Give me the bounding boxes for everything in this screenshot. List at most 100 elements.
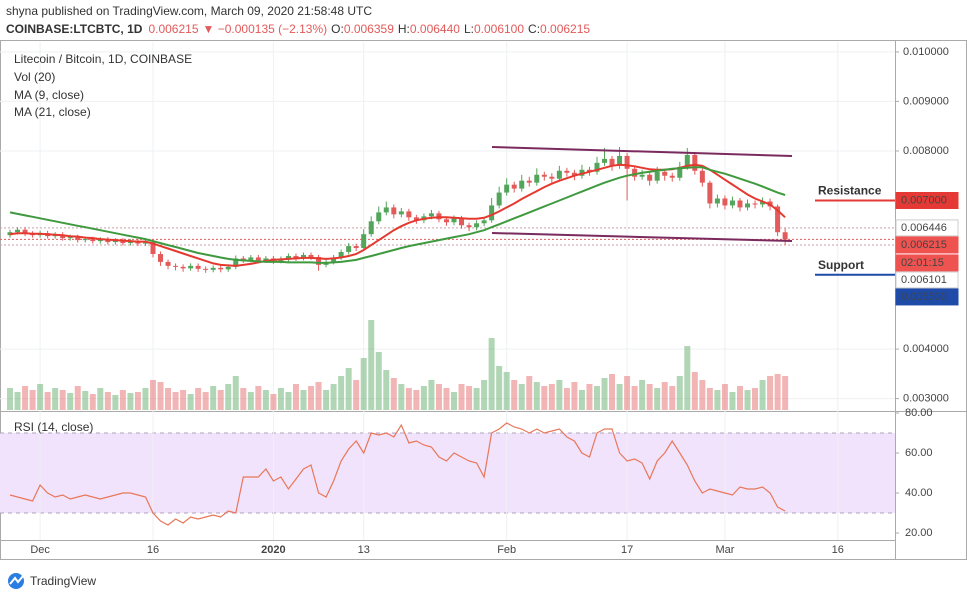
symbol: COINBASE:LTCBTC, 1D — [6, 22, 143, 36]
x-tick-label: 16 — [832, 544, 844, 556]
trend-line — [491, 146, 793, 157]
volume-bar — [511, 380, 518, 410]
volume-bar — [443, 388, 450, 410]
volume-bar — [646, 384, 653, 410]
candle-body — [459, 218, 465, 226]
volume-bar — [142, 388, 149, 410]
candle-body — [225, 266, 231, 270]
y-tick-label: 0.008000 — [903, 145, 949, 157]
volume-bar — [782, 376, 789, 410]
candle-body — [210, 267, 216, 270]
candle-body — [451, 218, 457, 223]
h-value: 0.006440 — [410, 22, 460, 36]
candle-body — [413, 217, 419, 221]
candle-body — [346, 246, 352, 253]
candle-body — [218, 267, 224, 270]
volume-bar — [518, 384, 525, 410]
candle-body — [481, 220, 487, 224]
candle-body — [97, 239, 103, 242]
candle-body — [165, 261, 171, 266]
volume-bar — [217, 390, 224, 410]
quote: COINBASE:LTCBTC, 1D 0.006215 ▼ −0.000135 (… — [6, 22, 590, 36]
candle-body — [308, 254, 314, 257]
candle-body — [729, 200, 735, 206]
candle-body — [496, 192, 502, 206]
price-label: 0.006101 — [901, 274, 947, 286]
volume-bar — [413, 390, 420, 410]
volume-bar — [247, 392, 254, 410]
volume-bar — [240, 388, 247, 410]
chart-title: Litecoin / Bitcoin, 1D, COINBASE — [14, 52, 192, 66]
volume-bar — [330, 384, 337, 410]
y-tick-label: 20.00 — [905, 527, 933, 539]
volume-bar — [691, 372, 698, 410]
volume-bar — [586, 384, 593, 410]
candle-body — [571, 172, 577, 176]
candle-body — [669, 175, 675, 178]
volume-bar — [360, 358, 367, 410]
y-tick-label: 0.010000 — [903, 46, 949, 58]
volume-bar — [420, 386, 427, 410]
candle-body — [760, 201, 766, 205]
y-tick-label: 40.00 — [905, 487, 933, 499]
rsi-line — [9, 422, 786, 526]
volume-bar — [149, 380, 156, 410]
volume-bar — [172, 392, 179, 410]
logo: TradingView — [8, 573, 96, 589]
volume-bar — [654, 388, 661, 410]
volume-bar — [405, 388, 412, 410]
volume-bar — [375, 352, 382, 410]
volume-bar — [285, 392, 292, 410]
price-label-box — [895, 219, 959, 237]
volume-bar — [684, 346, 691, 410]
volume-bar — [74, 386, 81, 410]
x-tick-label: Dec — [30, 544, 50, 556]
volume-bar — [232, 376, 239, 410]
volume-bar — [398, 384, 405, 410]
volume-bar — [292, 384, 299, 410]
candle-body — [263, 258, 269, 261]
volume-bar — [119, 390, 126, 410]
volume-bar — [458, 384, 465, 410]
candle-body — [504, 184, 510, 193]
candle-body — [519, 180, 525, 189]
volume-bar — [165, 388, 172, 410]
candle-body — [338, 252, 344, 258]
candle-body — [594, 162, 600, 172]
volume-bar — [277, 388, 284, 410]
candle-body — [248, 257, 254, 260]
volume-bar — [428, 380, 435, 410]
candle-body — [82, 239, 88, 241]
candle-body — [707, 182, 713, 204]
volume-bar — [368, 320, 375, 410]
candle-body — [647, 174, 653, 181]
volume-bar — [767, 376, 774, 410]
change: ▼ −0.000135 (−2.13%) — [203, 22, 328, 36]
volume-bar — [187, 394, 194, 410]
rsi-band — [0, 433, 895, 513]
price-label: 0.006446 — [901, 222, 947, 234]
candle-body — [752, 203, 758, 205]
candle-body — [195, 265, 201, 269]
byline: shyna published on TradingView.com, Marc… — [6, 4, 372, 18]
volume-bar — [44, 392, 51, 410]
volume-bar — [533, 382, 540, 410]
volume-bar — [59, 390, 66, 410]
volume-bar — [752, 388, 759, 410]
o-value: 0.006359 — [344, 22, 394, 36]
volume-bar — [503, 372, 510, 410]
candle-body — [15, 229, 21, 233]
y-tick-label: 0.003000 — [903, 393, 949, 405]
candle-body — [22, 229, 28, 234]
x-tick-label: 2020 — [261, 544, 285, 556]
trend-line — [491, 232, 793, 242]
x-tick-label: 13 — [358, 544, 370, 556]
candle-body — [383, 207, 389, 213]
ma-line — [9, 163, 786, 267]
volume-bar — [255, 386, 262, 410]
candle-body — [203, 268, 209, 270]
rsi-title: RSI (14, close) — [14, 420, 93, 434]
volume-bar — [29, 390, 36, 410]
volume-bar — [300, 390, 307, 410]
